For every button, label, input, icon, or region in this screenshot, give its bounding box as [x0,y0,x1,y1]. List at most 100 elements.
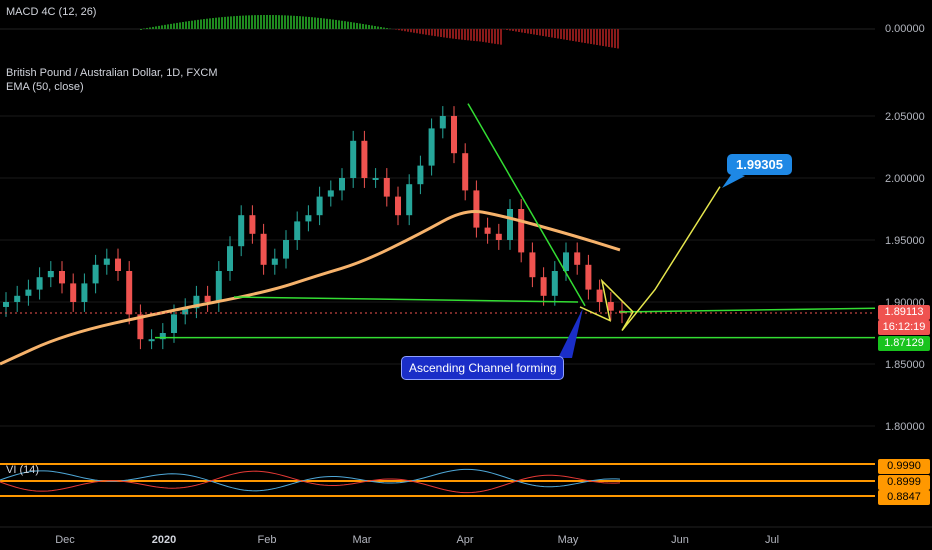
macd-bar [152,26,154,29]
macd-bar [191,20,193,29]
macd-bar [404,29,406,32]
macd-bar [230,16,232,29]
macd-bar [380,27,382,29]
candle-body [305,215,312,222]
candle-body [47,271,54,278]
candle-body [518,209,525,253]
macd-bar [188,21,190,29]
candle-body [551,271,558,296]
macd-bar [587,29,589,44]
macd-bar [416,29,418,34]
macd-bar [536,29,538,35]
macd-bar [239,15,241,29]
macd-bar [377,26,379,29]
macd-bar [203,19,205,29]
macd-bar [551,29,553,38]
macd-bar [572,29,574,41]
candle-body [574,252,581,265]
macd-bar [602,29,604,46]
macd-bar [578,29,580,42]
macd-bar [557,29,559,39]
macd-bar [176,22,178,29]
candle-body [115,258,121,271]
macd-bar [569,29,571,41]
candle-body [238,215,245,247]
macd-bar [149,27,151,29]
macd-bar [542,29,544,36]
candle-body [428,128,435,166]
macd-bar [608,29,610,47]
macd-bar [356,23,358,29]
macd-bar [425,29,427,35]
macd-bar [428,29,430,36]
macd-bar [158,25,160,29]
support-price-box: 1.87129 [878,336,930,351]
macd-bar [485,29,487,43]
macd-bar [374,25,376,29]
target-callout: 1.99305 [727,154,792,175]
macd-bar [245,15,247,29]
last-price-box: 1.89113 [878,305,930,320]
macd-bar [164,24,166,29]
candle-body [36,277,43,290]
macd-bar [449,29,451,39]
macd-bar [140,29,142,30]
y-tick-label: 1.85000 [885,359,925,371]
macd-bar [506,29,508,30]
macd-bar [179,22,181,29]
macd-bar [194,20,196,29]
macd-bar [242,15,244,29]
candle-body [406,184,413,216]
macd-bar [293,15,295,29]
macd-bar [431,29,433,36]
x-tick-label: Dec [55,534,75,546]
macd-bar [590,29,592,44]
macd-bar [503,29,505,30]
macd-bar [266,15,268,29]
candle-body [462,153,469,191]
x-tick-label: 2020 [152,534,176,546]
macd-bar [335,19,337,29]
macd-bar [296,15,298,29]
candle-body [70,283,77,302]
macd-bar [161,25,163,29]
macd-bar [437,29,439,37]
candle-body [182,308,189,315]
macd-bar [464,29,466,41]
ema-legend: EMA (50, close) [6,81,84,93]
y-tick-label: 2.00000 [885,173,925,185]
macd-bar [554,29,556,38]
candle-body [59,271,65,284]
y-tick-label: 1.80000 [885,421,925,433]
macd-bar [419,29,421,34]
macd-bar [248,15,250,29]
macd-bar [470,29,472,41]
macd-bar [473,29,475,41]
candle-body [249,215,256,234]
macd-bar [443,29,445,38]
candle-body [361,140,368,178]
x-tick-label: Jun [671,534,689,546]
macd-bar [143,28,145,29]
x-axis: Dec 2020 Feb Mar Apr May Jun Jul [0,526,932,546]
macd-bar [563,29,565,40]
macd-bar [233,16,235,29]
macd-bar [383,27,385,29]
macd-bar [398,29,400,31]
macd-bar [353,22,355,29]
macd-bar [452,29,454,39]
macd-bar [185,21,187,29]
target-callout-pointer [722,172,745,188]
candle-body [92,264,99,284]
candle-body [417,165,424,185]
macd-bar [251,15,253,29]
macd-bar [287,15,289,29]
macd-bar [395,29,397,30]
macd-bar [530,29,532,34]
macd-bar [206,18,208,29]
x-tick-label: Mar [353,534,372,546]
macd-bar [422,29,424,35]
countdown-box: 16:12:19 [878,320,930,335]
candle-body [395,196,401,216]
